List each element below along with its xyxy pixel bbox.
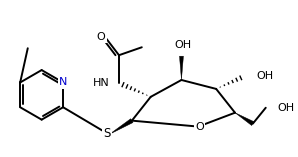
Text: O: O [97, 32, 105, 42]
Polygon shape [235, 113, 254, 125]
Text: HN: HN [93, 78, 110, 88]
Text: O: O [195, 122, 204, 132]
Text: N: N [59, 77, 67, 87]
Text: S: S [103, 127, 111, 140]
Polygon shape [109, 119, 133, 135]
Text: OH: OH [278, 103, 295, 113]
Text: OH: OH [174, 40, 191, 50]
Text: OH: OH [257, 71, 274, 81]
Polygon shape [179, 56, 184, 80]
